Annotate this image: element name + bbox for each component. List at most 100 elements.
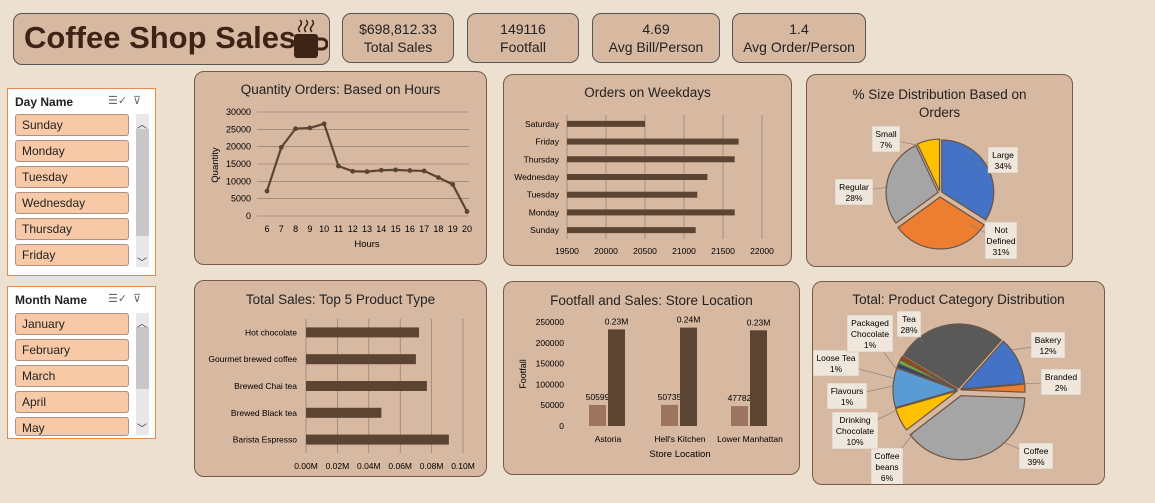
pie-slice <box>941 139 995 221</box>
kpi-avg-bill-value: 4.69 <box>642 21 670 37</box>
chart-store-title: Footfall and Sales: Store Location <box>550 293 753 308</box>
pie-slice <box>894 390 958 431</box>
data-label: 10% <box>846 437 863 447</box>
data-label: Small <box>875 129 896 139</box>
data-label-box <box>846 314 894 353</box>
clear-filter-icon[interactable]: ⊽ <box>133 293 142 305</box>
multi-select-icon[interactable]: ☰✓ <box>108 293 128 305</box>
x-axis-label: Hours <box>354 239 380 250</box>
bar <box>306 434 449 445</box>
chart-store-panel: Footfall and Sales: Store Location 0 5000… <box>503 281 800 475</box>
data-point <box>364 169 370 175</box>
data-label: 7% <box>880 140 893 150</box>
bar <box>731 406 748 426</box>
x-tick-label: 14 <box>376 224 386 234</box>
dashboard-title: Coffee Shop Sales <box>24 20 297 55</box>
data-point <box>278 144 284 150</box>
month-item-march[interactable]: March <box>15 365 129 387</box>
data-label-box <box>984 221 1018 260</box>
data-label: 34% <box>994 161 1011 171</box>
data-label: 28% <box>900 325 917 335</box>
pie-slice <box>960 383 1026 393</box>
bar <box>567 120 645 127</box>
data-point <box>407 168 413 173</box>
y-tick-label: Hot chocolate <box>245 327 297 337</box>
data-point <box>264 188 270 194</box>
chevron-down-icon[interactable]: ﹀ <box>137 424 147 435</box>
data-point <box>393 167 398 173</box>
y-tick-label: 150000 <box>536 359 565 369</box>
x-tick-label: Astoria <box>595 434 622 444</box>
multi-select-icon[interactable]: ☰✓ <box>108 95 128 107</box>
pie-slice <box>892 367 959 409</box>
day-slicer-scroll-thumb[interactable] <box>136 129 149 236</box>
x-tick-label: 10 <box>319 224 329 234</box>
day-item-wednesday[interactable]: Wednesday <box>15 192 129 214</box>
bar <box>306 381 427 391</box>
x-tick-label: 7 <box>279 224 284 234</box>
y-tick-label: Gourmet brewed coffee <box>208 354 297 364</box>
data-label: 1% <box>830 364 843 374</box>
data-label: 31% <box>992 247 1009 257</box>
dashboard-title-box: Coffee Shop Sales <box>13 13 330 65</box>
kpi-avg-order-value: 1.4 <box>789 21 809 37</box>
day-item-thursday[interactable]: Thursday <box>15 218 129 240</box>
month-slicer-scroll-thumb[interactable] <box>136 327 149 389</box>
bar-data-label: 50735 <box>658 392 682 402</box>
y-tick-label: Sunday <box>530 225 560 235</box>
clear-filter-icon[interactable]: ⊽ <box>133 95 142 107</box>
bar <box>750 330 767 426</box>
bar <box>567 227 696 234</box>
y-tick-label: 250000 <box>536 317 565 327</box>
pie-slice <box>902 323 1003 389</box>
y-tick-label: 20000 <box>226 142 251 152</box>
data-label-box <box>987 146 1019 174</box>
bar-data-label: 47782 <box>728 393 752 403</box>
month-item-january[interactable]: January <box>15 313 129 335</box>
x-tick-label: 9 <box>307 224 312 234</box>
x-tick-label: 19500 <box>555 246 579 256</box>
y-tick-label: Wednesday <box>514 172 559 182</box>
chevron-up-icon[interactable]: ︿ <box>137 120 147 131</box>
chart-size-panel: % Size Distribution Based on Orders Larg… <box>806 74 1073 267</box>
data-point <box>378 167 384 173</box>
y-tick-label: Brewed Chai tea <box>234 381 297 391</box>
day-item-sunday[interactable]: Sunday <box>15 114 129 136</box>
data-label: 39% <box>1027 457 1044 467</box>
chart-products-panel: Total Sales: Top 5 Product Type 0.00M 0.0… <box>194 280 487 477</box>
x-tick-label: 11 <box>334 224 343 234</box>
data-label-box <box>826 382 868 410</box>
data-point <box>436 175 441 180</box>
kpi-avg-bill-label: Avg Bill/Person <box>608 39 704 55</box>
data-label: Loose Tea <box>816 353 855 363</box>
x-tick-label: 0.06M <box>388 461 412 471</box>
data-label: Coffee <box>875 451 900 461</box>
chart-hours-svg: 0 5000 10000 15000 20000 25000 30000 6 7 8 9 10 11 12… <box>210 107 472 250</box>
pie-slice <box>916 138 941 192</box>
data-label: 1% <box>864 340 877 350</box>
month-item-april[interactable]: April <box>15 391 129 413</box>
chevron-up-icon[interactable]: ︿ <box>137 319 147 330</box>
day-item-monday[interactable]: Monday <box>15 140 129 162</box>
month-name-slicer[interactable]: Month Name ☰✓ ⊽ January February March A… <box>7 286 156 439</box>
data-label: Coffee <box>1024 446 1049 456</box>
data-label-box <box>813 349 860 377</box>
x-tick-label: 16 <box>405 224 415 234</box>
x-tick-label: 22000 <box>750 246 774 256</box>
data-label: 1% <box>841 397 854 407</box>
month-item-february[interactable]: February <box>15 339 129 361</box>
day-item-friday[interactable]: Friday <box>15 244 129 266</box>
x-tick-label: 6 <box>264 224 269 234</box>
data-label: beans <box>875 462 898 472</box>
data-point <box>350 168 356 174</box>
data-point <box>307 125 313 131</box>
month-slicer-header: Month Name <box>15 293 87 307</box>
day-name-slicer[interactable]: Day Name ☰✓ ⊽ Sunday Monday Tuesday Wedn… <box>7 88 156 276</box>
pie-slice <box>899 355 958 390</box>
month-item-may[interactable]: May <box>15 417 129 436</box>
chevron-down-icon[interactable]: ﹀ <box>137 258 147 269</box>
day-item-tuesday[interactable]: Tuesday <box>15 166 129 188</box>
data-label: Bakery <box>1035 335 1062 345</box>
data-point <box>421 168 427 174</box>
pie-slice <box>959 340 1026 390</box>
